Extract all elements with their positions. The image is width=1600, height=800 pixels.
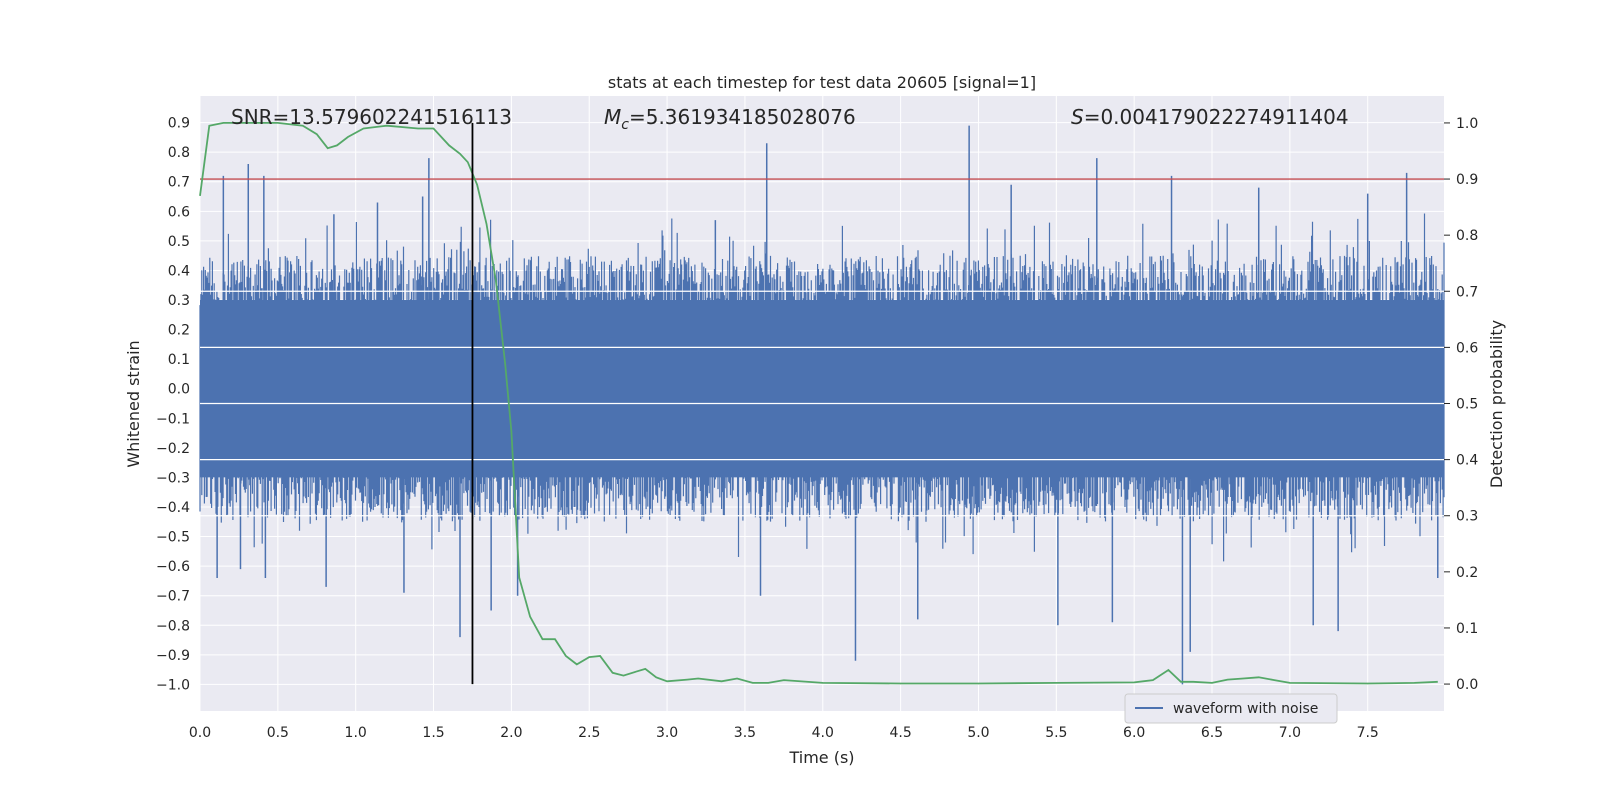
x-tick-label: 2.5 [578, 725, 600, 741]
x-tick-label: 5.5 [1045, 725, 1067, 741]
y2-tick-label: 0.7 [1456, 284, 1478, 300]
y-tick-label: −0.1 [156, 411, 190, 427]
probability-series [199, 122, 1438, 685]
y-tick-label: 0.9 [168, 116, 190, 132]
x-tick-label: 2.0 [500, 725, 522, 741]
y-tick-label: −0.5 [156, 530, 190, 546]
x-axis-ticks: 0.0 0.5 1.0 1.5 2.0 2.5 3.0 3.5 4.0 4.5 5.0 5.5 6.0 6… [189, 725, 1379, 741]
y-tick-label: −0.2 [156, 441, 190, 457]
x-tick-label: 4.5 [889, 725, 911, 741]
y2-tick-label: 0.3 [1456, 509, 1478, 525]
y-tick-label: −0.6 [156, 559, 190, 575]
y2-axis-title: Detection probability [1487, 320, 1506, 488]
x-tick-label: 7.0 [1279, 725, 1301, 741]
legend: waveform with noise [1124, 693, 1338, 724]
s-annotation: S=0.004179022274911404 [1071, 105, 1349, 129]
y-tick-label: 0.3 [168, 293, 190, 309]
y-tick-label: 0.4 [168, 263, 190, 279]
y2-tick-label: 0.4 [1456, 453, 1478, 469]
y2-tick-label: 1.0 [1456, 116, 1478, 132]
y2-tick-label: 0.2 [1456, 565, 1478, 581]
x-tick-label: 0.0 [189, 725, 211, 741]
y-tick-label: −0.8 [156, 618, 190, 634]
y2-tick-label: 0.9 [1456, 172, 1478, 188]
y-tick-label: 0.1 [168, 352, 190, 368]
legend-box [1124, 693, 1338, 724]
mc-symbol: M [604, 105, 621, 129]
y-axis-ticks: 0.9 0.8 0.7 0.6 0.5 0.4 0.3 0.2 0.1 0.0 −0.1 −0.2 −0… [156, 116, 190, 694]
y-tick-label: 0.5 [168, 234, 190, 250]
x-tick-label: 3.5 [734, 725, 756, 741]
x-tick-label: 1.0 [345, 725, 367, 741]
y-tick-label: 0.6 [168, 204, 190, 220]
y-tick-label: −0.7 [156, 589, 190, 605]
y-tick-label: −0.9 [156, 648, 190, 664]
x-tick-label: 7.5 [1357, 725, 1379, 741]
y-tick-label: 0.8 [168, 145, 190, 161]
waveform-core [200, 300, 1444, 478]
x-tick-label: 6.0 [1123, 725, 1145, 741]
y2-tick-label: 0.6 [1456, 340, 1478, 356]
x-tick-label: 4.0 [812, 725, 834, 741]
x-axis-title: Time (s) [788, 748, 854, 767]
x-tick-label: 6.5 [1201, 725, 1223, 741]
mc-value: =5.361934185028076 [629, 105, 856, 129]
y2-tick-label: 0.5 [1456, 397, 1478, 413]
y2-tick-label: 0.0 [1456, 677, 1478, 693]
waveform-series [199, 125, 1445, 685]
y2-axis-ticks: 1.0 0.9 0.8 0.7 0.6 0.5 0.4 0.3 0.2 0.1 0.0 [1444, 116, 1478, 693]
y-tick-label: 0.2 [168, 323, 190, 339]
y-tick-label: −1.0 [156, 677, 190, 693]
s-symbol: S [1071, 105, 1084, 129]
x-tick-label: 1.5 [422, 725, 444, 741]
y-tick-label: −0.4 [156, 500, 190, 516]
y-tick-label: 0.0 [168, 382, 190, 398]
y2-tick-label: 0.8 [1456, 228, 1478, 244]
x-tick-label: 5.0 [967, 725, 989, 741]
x-tick-label: 0.5 [267, 725, 289, 741]
y2-tick-label: 0.1 [1456, 621, 1478, 637]
x-tick-label: 3.0 [656, 725, 678, 741]
mc-subscript: c [621, 117, 629, 133]
s-value: =0.004179022274911404 [1084, 105, 1349, 129]
y-tick-label: −0.3 [156, 470, 190, 486]
mc-annotation: Mc=5.361934185028076 [604, 105, 856, 133]
y-axis-title: Whitened strain [124, 340, 143, 467]
snr-annotation: SNR=13.579602241516113 [231, 105, 512, 129]
y-tick-label: 0.7 [168, 175, 190, 191]
legend-label: waveform with noise [1173, 701, 1318, 717]
chart-title: stats at each timestep for test data 206… [608, 73, 1036, 92]
